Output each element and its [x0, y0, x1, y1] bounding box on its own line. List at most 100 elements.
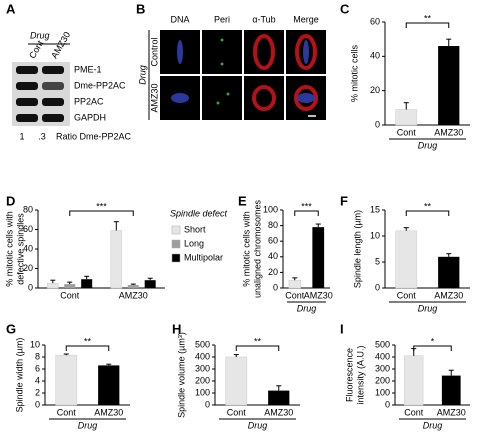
blot-band — [42, 82, 64, 90]
channel-label: Merge — [293, 14, 319, 24]
y-tick-label: 60 — [268, 236, 278, 246]
y-tick-label: 10 — [370, 230, 380, 240]
significance-bracket — [405, 210, 450, 216]
x-tick-label: AMZ30 — [119, 290, 148, 300]
x-tick-label: AMZ30 — [434, 290, 463, 300]
legend-label: Short — [184, 224, 206, 234]
x-axis-label: Drug — [248, 420, 268, 430]
legend-title: Spindle defect — [170, 208, 228, 218]
y-tick-label: 15 — [370, 204, 380, 214]
y-axis-label: % mitotic cells with — [4, 211, 14, 287]
centrosome — [220, 62, 224, 66]
significance-label: *** — [96, 201, 107, 211]
significance-bracket — [405, 22, 450, 28]
significance-label: ** — [424, 13, 432, 23]
blot-band — [16, 98, 38, 106]
panel-letter: A — [6, 1, 16, 16]
bar — [55, 354, 78, 406]
y-tick-label: 60 — [23, 224, 33, 234]
centrosome — [226, 92, 230, 96]
y-axis-label: unaligned chromosomes — [252, 199, 262, 298]
bar — [438, 46, 460, 125]
spindle — [295, 34, 317, 70]
band-label: PME-1 — [74, 64, 102, 74]
x-tick-label: AMZ30 — [434, 127, 463, 137]
drug-label: Drug — [30, 30, 50, 40]
significance-bracket — [65, 345, 110, 351]
x-tick-label: AMZ30 — [437, 407, 466, 417]
bar — [268, 390, 290, 405]
significance-bracket — [69, 210, 134, 216]
x-tick-label: Cont — [397, 290, 417, 300]
y-tick-label: 0 — [273, 282, 278, 292]
significance-bracket — [235, 345, 280, 351]
blot-band — [42, 66, 64, 74]
x-tick-label: Cont — [60, 290, 80, 300]
bar — [288, 279, 301, 289]
panel-letter: B — [136, 1, 145, 16]
y-tick-label: 40 — [268, 251, 278, 261]
y-tick-label: 80 — [23, 204, 33, 214]
bar — [225, 356, 248, 406]
bar — [98, 365, 120, 405]
y-tick-label: 6 — [35, 363, 40, 373]
y-tick-label: 80 — [268, 220, 278, 230]
x-tick-label: AMZ30 — [304, 290, 333, 300]
dna-signal — [297, 93, 315, 103]
blot-band — [16, 66, 38, 74]
panel-letter: G — [6, 321, 16, 336]
spindle — [294, 85, 318, 111]
spindle — [253, 34, 275, 70]
x-axis-label: Drug — [297, 303, 317, 313]
bar — [395, 230, 418, 289]
significance-label: * — [431, 336, 435, 346]
legend-swatch — [171, 253, 181, 263]
y-tick-label: 20 — [268, 267, 278, 277]
bar — [47, 282, 59, 289]
panel-letter: H — [172, 321, 181, 336]
y-axis-label: Fluorescence — [344, 348, 354, 402]
y-tick-label: 200 — [195, 375, 210, 385]
centrosome — [216, 101, 220, 105]
panel-letter: F — [340, 193, 348, 208]
y-tick-label: 60 — [370, 16, 380, 26]
dna-signal — [303, 40, 309, 64]
centrosome — [220, 38, 224, 42]
x-tick-label: AMZ30 — [94, 407, 123, 417]
y-tick-label: 4 — [35, 375, 40, 385]
ratio-value: 1 — [19, 131, 24, 141]
ratio-label: Ratio Dme-PP2AC — [56, 131, 132, 141]
y-tick-label: 0 — [205, 399, 210, 409]
significance-label: *** — [301, 201, 312, 211]
y-axis-label: Spindle volume (µm³) — [176, 332, 186, 418]
micrograph — [202, 76, 242, 120]
legend-label: Multipolar — [184, 252, 223, 262]
band-label: GAPDH — [74, 112, 106, 122]
lane-label: AMZ30 — [49, 30, 72, 60]
blot-band — [16, 82, 38, 90]
blot-band — [42, 114, 64, 122]
y-tick-label: 2 — [35, 387, 40, 397]
y-tick-label: 500 — [195, 339, 210, 349]
panel-letter: E — [238, 193, 247, 208]
y-tick-label: 20 — [370, 85, 380, 95]
y-axis-label: % mitotic cells with — [241, 211, 251, 287]
bar — [404, 355, 424, 406]
y-tick-label: 8 — [35, 351, 40, 361]
y-axis-label: intensity (A.U.) — [355, 345, 365, 404]
bar — [312, 227, 325, 288]
bar — [395, 109, 418, 126]
x-axis-label: Drug — [418, 303, 438, 313]
x-tick-label: Cont — [397, 127, 417, 137]
significance-bracket — [294, 210, 319, 216]
y-tick-label: 0 — [385, 399, 390, 409]
channel-label: α-Tub — [252, 14, 275, 24]
y-tick-label: 5 — [375, 256, 380, 266]
dna-signal — [171, 93, 189, 103]
significance-label: ** — [254, 336, 262, 346]
legend-swatch — [171, 225, 181, 235]
bar — [110, 230, 123, 289]
channel-label: DNA — [170, 14, 189, 24]
bar — [127, 285, 139, 288]
